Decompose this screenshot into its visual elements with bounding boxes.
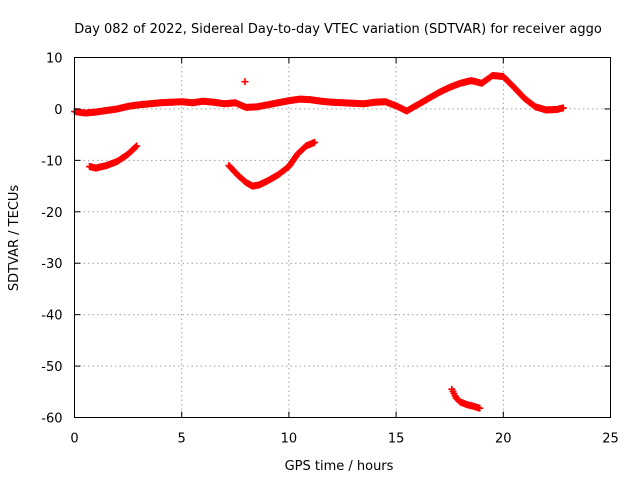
x-tick-label: 20 — [495, 432, 512, 447]
series-main-band — [71, 72, 567, 117]
grid — [74, 57, 611, 418]
x-tick-label: 0 — [70, 432, 78, 447]
data-point — [476, 404, 484, 412]
y-tick-label: -50 — [41, 360, 62, 375]
series-arc-2 — [225, 138, 319, 190]
data-points — [71, 72, 567, 412]
chart-title: Day 082 of 2022, Sidereal Day-to-day VTE… — [74, 22, 602, 37]
series-arc-3 — [448, 385, 484, 412]
y-tick-label: -10 — [41, 154, 62, 169]
data-point — [133, 142, 141, 150]
data-point — [559, 104, 567, 112]
plot-frame — [74, 57, 611, 418]
axis-ticks: 0 5 10 15 20 25 -60 -50 -40 -30 -20 -10 0 10 — [41, 52, 619, 447]
y-axis-label: SDTVAR / TECUs — [7, 185, 22, 292]
y-tick-label: -20 — [41, 206, 62, 221]
data-point — [132, 143, 140, 151]
y-tick-label: 0 — [54, 103, 62, 118]
x-tick-label: 15 — [388, 432, 405, 447]
series-arc-1 — [86, 142, 141, 172]
x-tick-label: 5 — [178, 432, 186, 447]
y-tick-label: -40 — [41, 309, 62, 324]
x-tick-label: 10 — [281, 432, 298, 447]
data-point — [311, 138, 319, 146]
series-outlier — [241, 78, 249, 86]
y-tick-label: -30 — [41, 257, 62, 272]
x-axis-label: GPS time / hours — [285, 459, 394, 474]
y-tick-label: 10 — [46, 52, 63, 67]
x-tick-label: 25 — [602, 432, 619, 447]
data-point — [241, 78, 249, 86]
y-tick-label: -60 — [41, 412, 62, 427]
